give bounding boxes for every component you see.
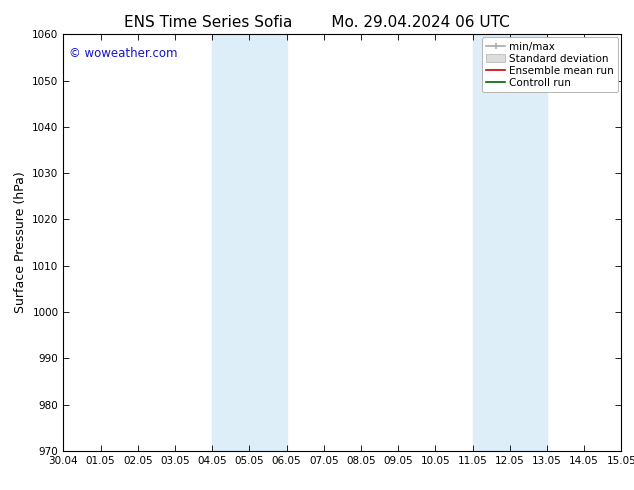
Bar [472,34,547,451]
Text: ENS Time Series Sofia        Mo. 29.04.2024 06 UTC: ENS Time Series Sofia Mo. 29.04.2024 06 … [124,15,510,30]
Bar [212,34,287,451]
Text: © woweather.com: © woweather.com [69,47,178,60]
Y-axis label: Surface Pressure (hPa): Surface Pressure (hPa) [14,172,27,314]
Legend: min/max, Standard deviation, Ensemble mean run, Controll run: min/max, Standard deviation, Ensemble me… [482,37,618,92]
